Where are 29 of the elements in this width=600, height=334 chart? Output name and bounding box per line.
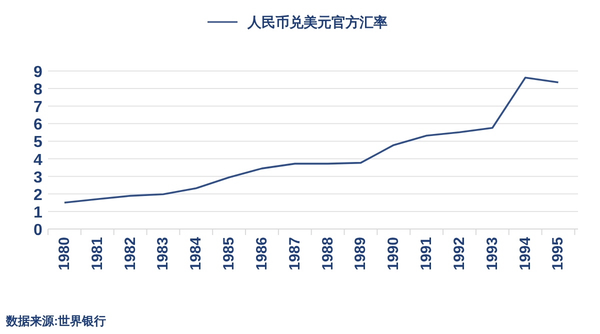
x-tick-label: 1985: [220, 237, 238, 270]
y-tick-label: 0: [34, 222, 43, 239]
x-tick-label: 1993: [484, 237, 501, 270]
y-tick-label: 9: [34, 64, 43, 81]
y-tick-label: 8: [34, 82, 43, 99]
x-tick-label: 1990: [385, 237, 402, 270]
x-tick-label: 1989: [352, 237, 370, 270]
x-tick-label: 1984: [188, 236, 205, 270]
x-tick-label: 1992: [450, 237, 468, 270]
y-tick-label: 4: [34, 152, 43, 169]
x-tick-label: 1995: [550, 237, 567, 270]
x-tick-label: 1983: [154, 237, 172, 270]
y-tick-label: 6: [34, 116, 43, 134]
x-tick-label: 1988: [319, 237, 336, 270]
x-tick-label: 1991: [418, 237, 436, 270]
x-tick-label: 1981: [88, 237, 106, 270]
legend-label: 人民币兑美元官方汇率: [246, 14, 388, 30]
x-tick-label: 1986: [253, 237, 270, 270]
x-tick-label: 1982: [122, 237, 139, 270]
y-tick-label: 5: [34, 134, 43, 152]
x-tick-label: 1987: [286, 237, 304, 270]
y-tick-label: 1: [34, 204, 43, 222]
y-tick-label: 3: [34, 169, 43, 186]
line-series: [64, 76, 560, 204]
x-tick-label: 1980: [56, 237, 73, 270]
x-tick-label: 1994: [516, 236, 534, 270]
source-note: 数据来源:世界银行: [5, 314, 106, 328]
y-tick-label: 7: [34, 99, 43, 116]
y-tick-label: 2: [34, 186, 43, 204]
